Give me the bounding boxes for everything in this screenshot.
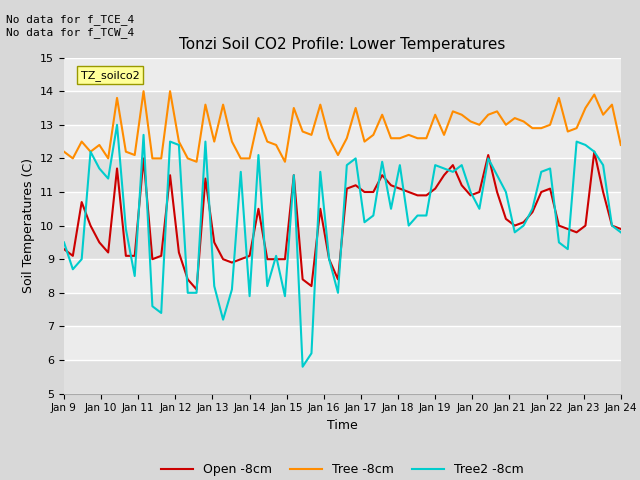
Tree2 -8cm — [308, 350, 316, 356]
Bar — [64, 58, 621, 91]
Bar — [64, 125, 621, 158]
Bar — [64, 326, 621, 360]
X-axis label: Time: Time — [327, 419, 358, 432]
Tree2 -8cm — [140, 132, 147, 138]
Bar — [64, 226, 621, 259]
Text: TZ_soilco2: TZ_soilco2 — [81, 70, 140, 81]
Tree -8cm — [617, 142, 625, 148]
Line: Tree -8cm: Tree -8cm — [64, 91, 621, 162]
Title: Tonzi Soil CO2 Profile: Lower Temperatures: Tonzi Soil CO2 Profile: Lower Temperatur… — [179, 37, 506, 52]
Text: No data for f_TCE_4
No data for f_TCW_4: No data for f_TCE_4 No data for f_TCW_4 — [6, 14, 134, 38]
Tree -8cm — [60, 149, 68, 155]
Tree2 -8cm — [617, 229, 625, 235]
Open -8cm — [193, 287, 200, 292]
Open -8cm — [299, 276, 307, 282]
Tree2 -8cm — [60, 240, 68, 245]
Tree -8cm — [440, 132, 448, 138]
Open -8cm — [431, 186, 439, 192]
Bar — [64, 293, 621, 326]
Line: Tree2 -8cm: Tree2 -8cm — [64, 125, 621, 367]
Bar — [64, 158, 621, 192]
Tree -8cm — [352, 105, 360, 111]
Open -8cm — [378, 172, 386, 178]
Tree -8cm — [131, 152, 138, 158]
Bar — [64, 91, 621, 125]
Tree2 -8cm — [352, 156, 360, 161]
Bar — [64, 360, 621, 394]
Open -8cm — [422, 192, 430, 198]
Bar — [64, 259, 621, 293]
Open -8cm — [60, 246, 68, 252]
Tree -8cm — [308, 132, 316, 138]
Tree -8cm — [140, 88, 147, 94]
Tree -8cm — [431, 112, 439, 118]
Open -8cm — [343, 186, 351, 192]
Tree -8cm — [387, 135, 395, 141]
Open -8cm — [131, 253, 138, 259]
Tree2 -8cm — [387, 206, 395, 212]
Open -8cm — [591, 149, 598, 155]
Bar — [64, 192, 621, 226]
Tree2 -8cm — [113, 122, 121, 128]
Tree2 -8cm — [431, 162, 439, 168]
Tree2 -8cm — [299, 364, 307, 370]
Line: Open -8cm: Open -8cm — [64, 152, 621, 289]
Tree -8cm — [193, 159, 200, 165]
Tree2 -8cm — [440, 166, 448, 171]
Y-axis label: Soil Temperatures (C): Soil Temperatures (C) — [22, 158, 35, 293]
Legend: Open -8cm, Tree -8cm, Tree2 -8cm: Open -8cm, Tree -8cm, Tree2 -8cm — [156, 458, 529, 480]
Open -8cm — [617, 226, 625, 232]
